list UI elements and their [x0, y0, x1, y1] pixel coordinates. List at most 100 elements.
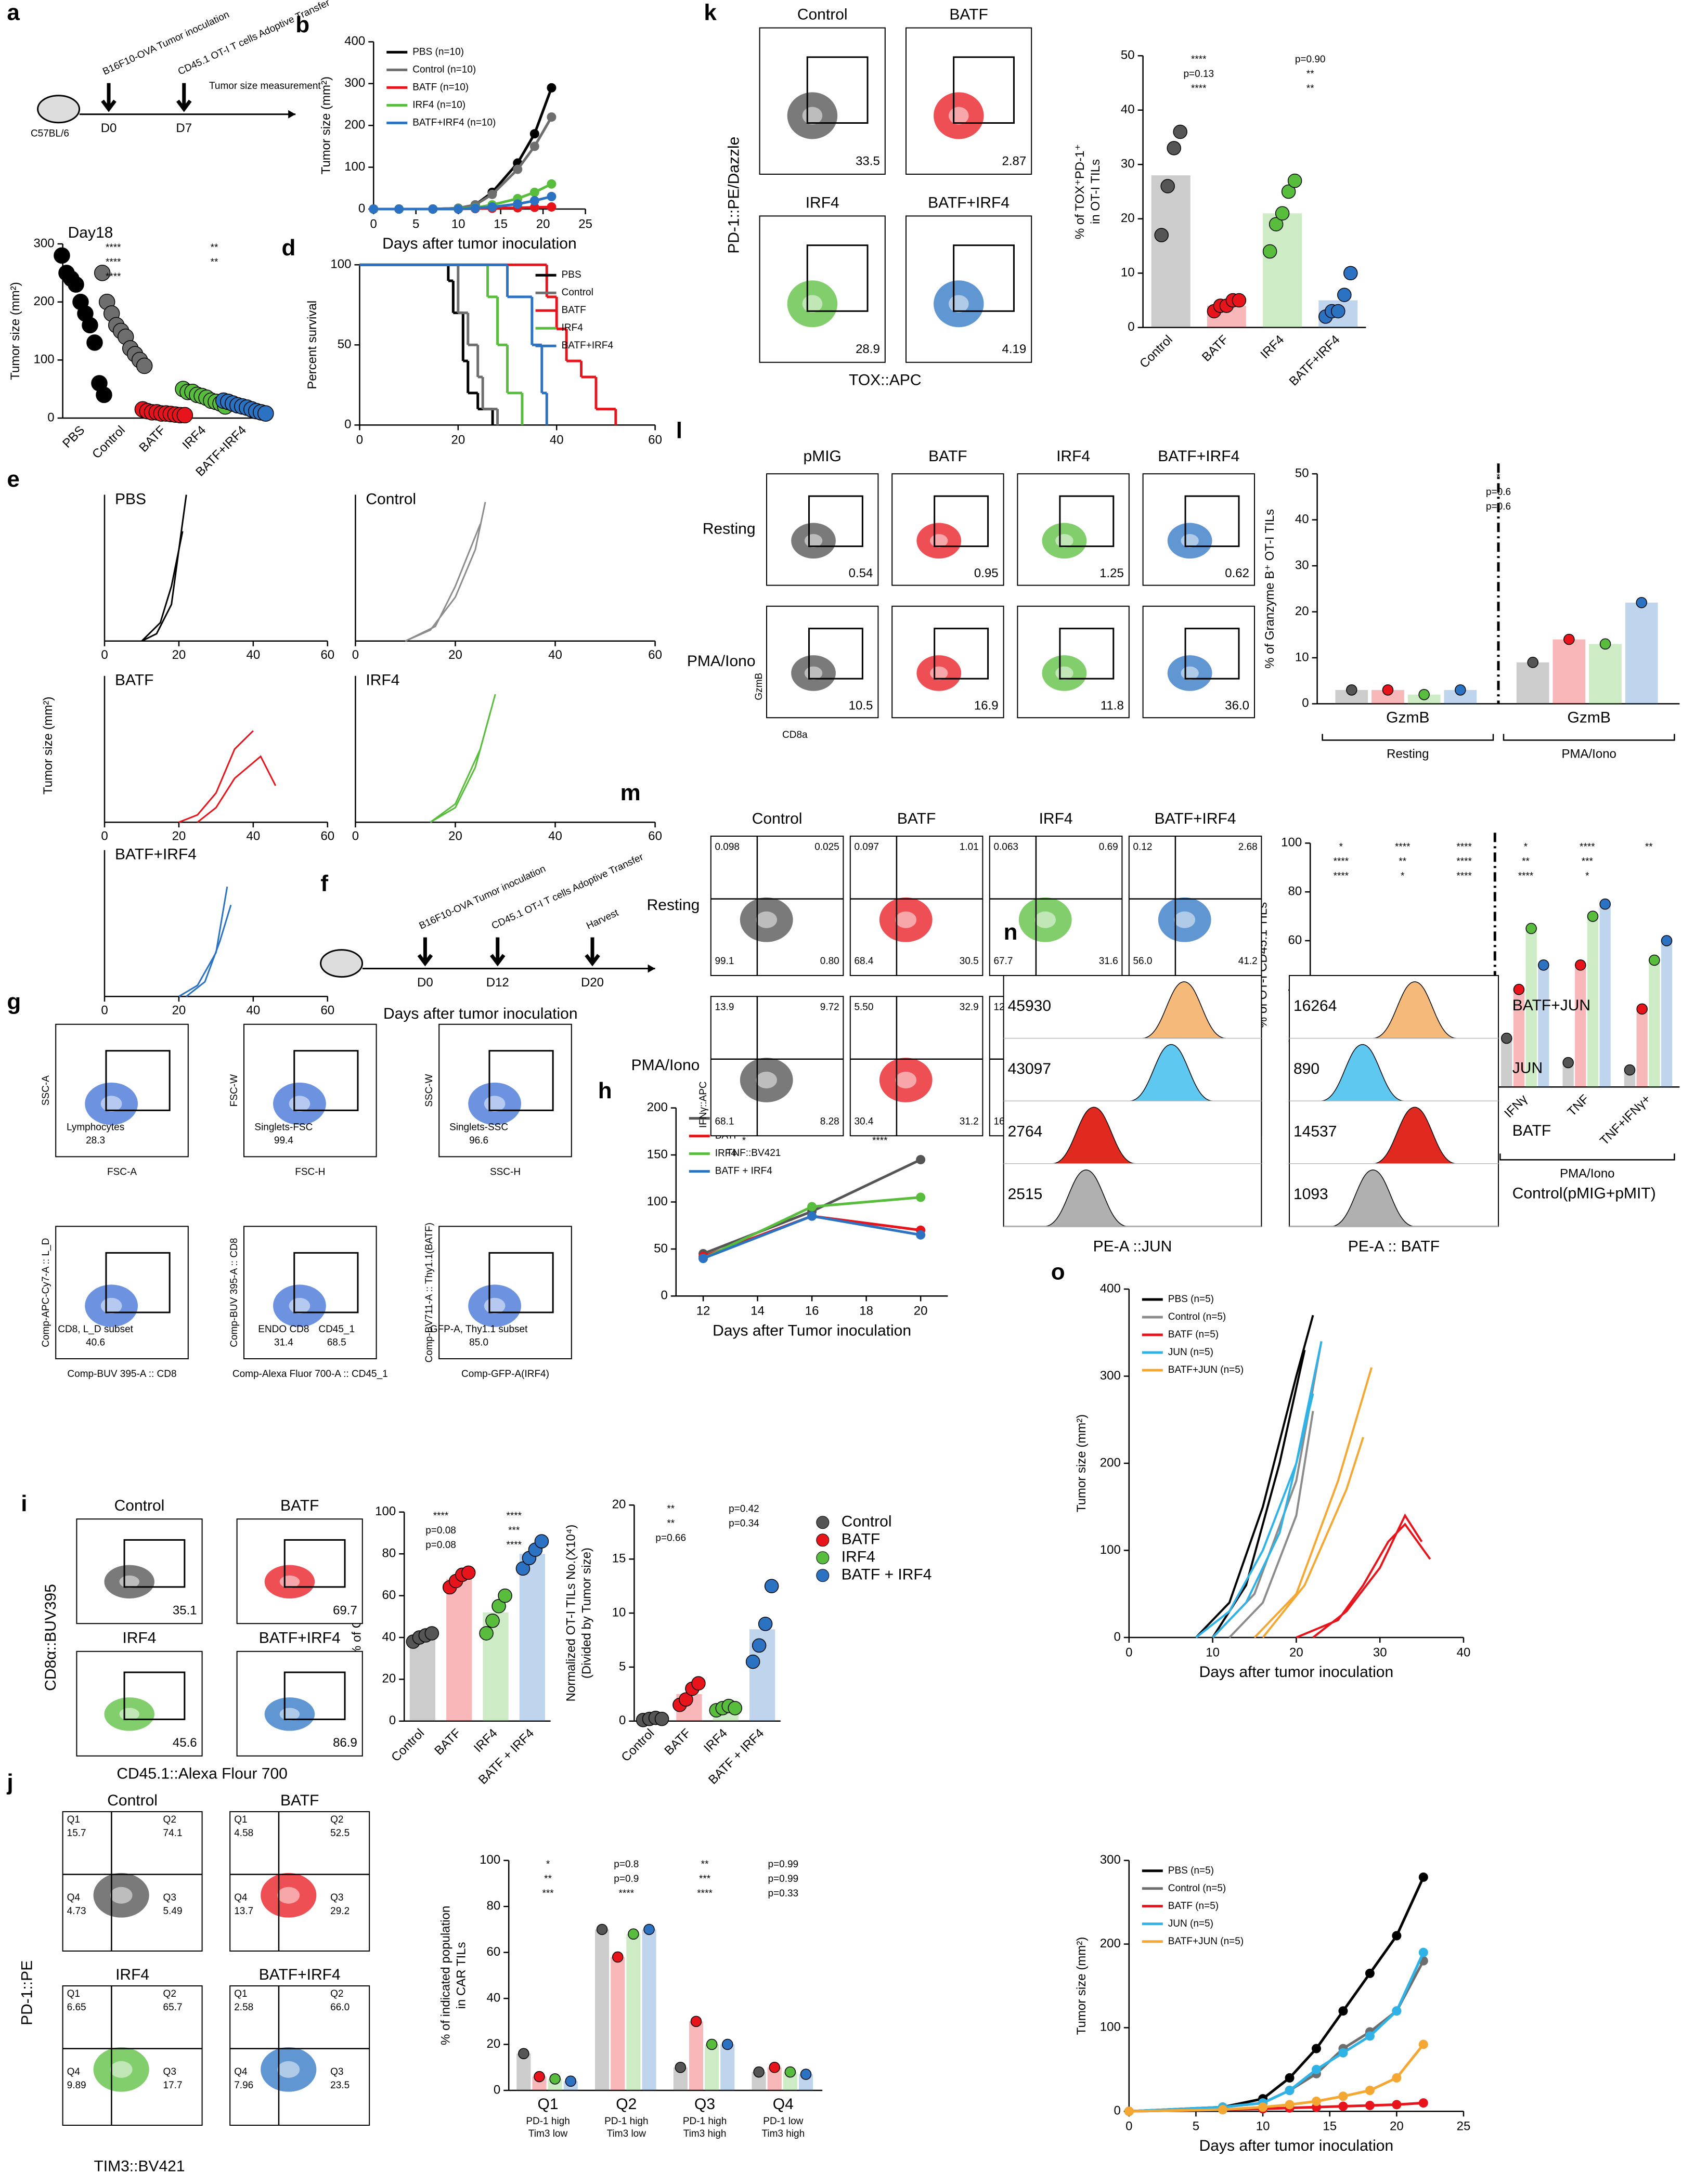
point — [424, 1626, 439, 1641]
x-tick-label: 20 — [172, 829, 186, 843]
gate — [953, 244, 1015, 312]
bar — [409, 1637, 435, 1721]
quadrant-name: Q4 — [234, 2066, 248, 2077]
tumor-line — [1312, 1513, 1423, 1639]
y-tick-label: 30 — [1121, 157, 1135, 171]
x-tick-label: 0 — [352, 648, 359, 662]
annotation: **** — [1334, 870, 1349, 881]
annotation: p=0.08 — [425, 1540, 456, 1551]
legend-label: JUN (n=5) — [1168, 1918, 1213, 1929]
point — [176, 407, 193, 424]
point — [1275, 206, 1290, 221]
quadrant-name: Q2 — [163, 1814, 176, 1825]
gate-value: 31.4 — [274, 1337, 293, 1348]
cell-cloud-core — [277, 1887, 300, 1904]
point — [549, 2073, 561, 2085]
quadrant-value: 0.098 — [715, 841, 740, 852]
tumor-line — [141, 531, 184, 642]
annotation: ** — [1306, 83, 1314, 94]
histogram — [1052, 1107, 1136, 1164]
cell-cloud-core — [289, 1096, 310, 1112]
panel-letter: k — [704, 0, 717, 25]
quadrant-value: 32.9 — [960, 1002, 979, 1013]
point — [54, 247, 70, 264]
cell-cloud-core — [895, 911, 917, 928]
group-bracket — [1503, 734, 1675, 741]
legend-label: Control (n=10) — [412, 64, 476, 75]
x-sub-label: Tim3 high — [761, 2128, 805, 2139]
row-title: BATF — [1512, 1122, 1551, 1139]
x-tick-label: BATF — [432, 1726, 463, 1758]
annotation: ** — [211, 257, 218, 268]
cell-cloud-core — [279, 1708, 300, 1721]
point — [1418, 1872, 1428, 1882]
legend-label: BATF (n=10) — [412, 82, 469, 93]
annotation: p=0.08 — [425, 1525, 456, 1536]
point — [485, 1614, 500, 1628]
y-tick-label: 300 — [1100, 1369, 1121, 1383]
y-tick-label: 60 — [486, 1945, 500, 1959]
x-axis-label: PE-A ::JUN — [1093, 1238, 1172, 1255]
point — [916, 1230, 926, 1240]
cell-cloud-core — [100, 1297, 122, 1314]
point — [1343, 266, 1358, 281]
tumor-line — [430, 712, 491, 823]
panel-letter: n — [1004, 919, 1018, 945]
point — [1160, 179, 1175, 193]
panel-title: BATF — [115, 672, 153, 689]
y-axis-label: % of Granzyme B⁺ OT-I TILs — [1263, 509, 1277, 669]
point — [1285, 2100, 1295, 2110]
x-tick-label: BATF — [136, 423, 168, 455]
legend-label: IRF4 — [842, 1549, 875, 1566]
quadrant-value: 23.5 — [330, 2080, 350, 2091]
point — [1346, 684, 1357, 696]
annotation: ** — [211, 242, 218, 253]
x-tick-label: 14 — [751, 1304, 765, 1318]
annotation: **** — [1456, 870, 1472, 881]
x-tick-label: 60 — [648, 433, 662, 447]
x-tick-label: Control — [89, 423, 128, 462]
point — [1661, 935, 1673, 946]
y-tick-label: 100 — [1281, 836, 1302, 850]
gate — [283, 1539, 346, 1588]
x-axis-label: PE-A :: BATF — [1348, 1238, 1440, 1255]
gate — [808, 495, 863, 548]
y-tick-label: 80 — [1288, 885, 1302, 899]
gate-value: 1.25 — [1099, 566, 1124, 580]
quadrant-value: 68.4 — [854, 956, 873, 967]
x-tick-label: 20 — [451, 433, 465, 447]
point — [470, 203, 480, 213]
y-tick-label: 0 — [358, 201, 365, 215]
point — [722, 2038, 733, 2050]
x-tick-label: 25 — [578, 217, 592, 231]
cell-cloud-core — [110, 1887, 133, 1904]
x-sub-label: Tim3 low — [607, 2128, 646, 2139]
point — [1338, 2091, 1348, 2101]
annotation: ** — [1399, 856, 1406, 867]
event-text: CD45.1 OT-I T cells Adoptive Transfer — [490, 851, 645, 931]
histogram — [1044, 1169, 1128, 1227]
bar — [1538, 965, 1549, 1087]
gate — [488, 1252, 554, 1314]
x-tick-label: 40 — [548, 829, 562, 843]
x-tick-label: 20 — [914, 1304, 928, 1318]
plot-title: IRF4 — [115, 1966, 149, 1983]
annotation: **** — [433, 1511, 449, 1522]
group-bracket — [1322, 734, 1494, 741]
point — [565, 2075, 577, 2087]
point — [1418, 2098, 1428, 2108]
point — [1392, 2100, 1402, 2110]
point — [758, 1617, 773, 1631]
point — [745, 1654, 760, 1669]
gate-value: 68.5 — [327, 1337, 346, 1348]
x-tick-label: IRF4 — [701, 1726, 730, 1755]
point — [698, 1254, 708, 1264]
point — [1418, 2039, 1428, 2049]
point — [547, 83, 557, 93]
x-tick-label: 0 — [1125, 2120, 1132, 2134]
bar — [446, 1579, 472, 1721]
histogram — [1321, 1044, 1404, 1101]
x-tick-label: BATF — [1199, 332, 1231, 364]
bar — [1599, 904, 1611, 1087]
plot-title: BATF+IRF4 — [259, 1966, 341, 1983]
